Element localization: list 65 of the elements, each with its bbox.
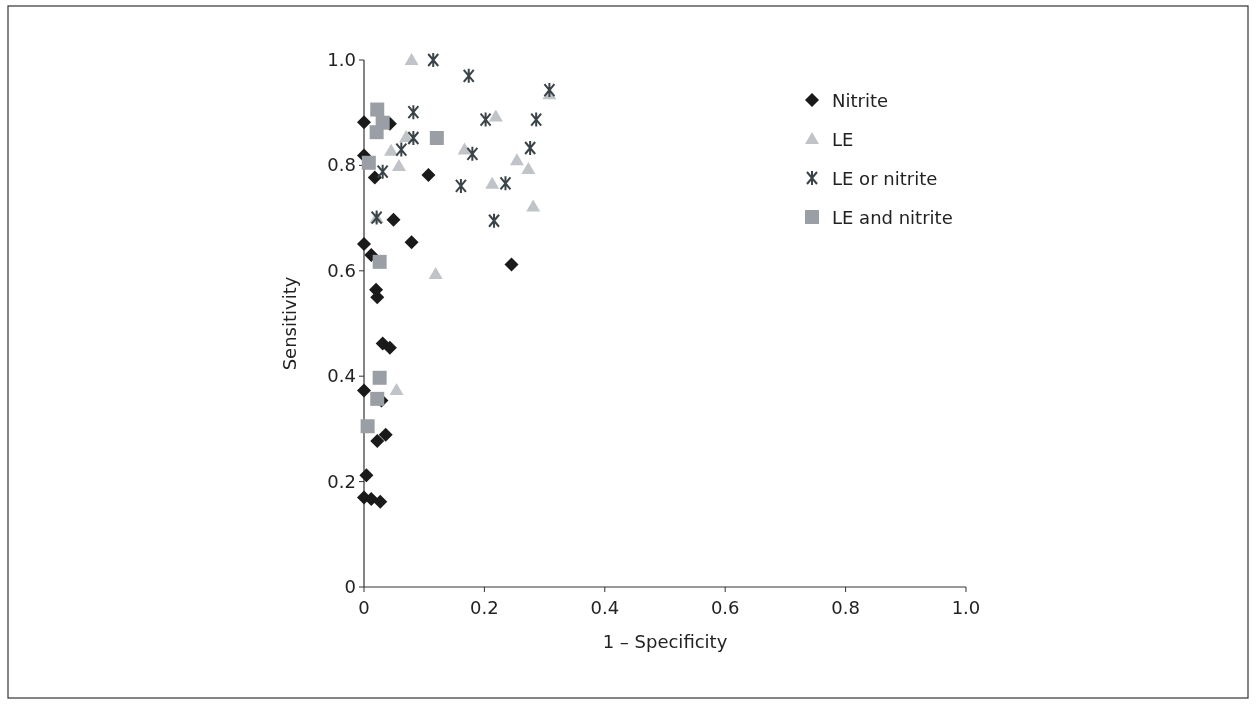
point (488, 212, 501, 229)
y-tick-label: 0.8 (327, 154, 356, 176)
x-tick-label: 0 (358, 597, 370, 618)
point (378, 427, 393, 442)
point (499, 175, 512, 192)
x-tick-label: 0.4 (590, 597, 620, 618)
point (504, 257, 519, 272)
legend-label: LE (832, 129, 854, 150)
point (543, 82, 556, 99)
point (427, 52, 440, 68)
point (367, 170, 382, 185)
x-tick-label: 0.8 (831, 597, 860, 618)
point (391, 158, 406, 171)
y-tick-label: 0.2 (327, 470, 356, 492)
point (407, 130, 420, 146)
point (521, 162, 536, 175)
point (359, 468, 374, 483)
legend-label: LE and nitrite (832, 207, 953, 228)
point (509, 153, 524, 166)
point (399, 129, 414, 142)
point (526, 199, 541, 212)
point (395, 141, 408, 158)
legend-label: Nitrite (832, 90, 889, 111)
point (462, 67, 475, 84)
y-tick-label: 0.6 (327, 259, 356, 281)
point (370, 434, 385, 449)
point (404, 53, 419, 65)
y-axis-title: Sensitivity (279, 276, 300, 371)
point (530, 111, 543, 128)
point (485, 176, 500, 189)
y-tick-label: 1.0 (327, 49, 356, 70)
point (370, 102, 385, 117)
x-tick-label: 0.6 (710, 597, 740, 618)
point (386, 212, 401, 227)
point (488, 109, 503, 122)
x-tick-label: 1.0 (951, 597, 981, 618)
point (373, 494, 388, 509)
point (457, 142, 472, 155)
point (357, 115, 371, 130)
point (361, 155, 376, 170)
y-tick-label: 0 (344, 576, 356, 597)
point (479, 111, 492, 128)
point (372, 370, 387, 385)
point (407, 104, 420, 121)
point (357, 383, 371, 398)
point (389, 382, 404, 395)
y-tick-label: 0.4 (327, 365, 356, 387)
point (372, 254, 387, 269)
point (429, 131, 444, 145)
point (376, 163, 389, 180)
point (369, 125, 384, 140)
point (428, 266, 443, 279)
x-axis-title: 1 – Specificity (602, 631, 728, 652)
point (360, 419, 375, 434)
point (454, 177, 467, 194)
point (404, 235, 419, 250)
point (524, 140, 537, 157)
x-tick-label: 0.2 (470, 597, 499, 618)
point (370, 391, 385, 406)
point (357, 236, 371, 251)
point (384, 143, 399, 156)
point (382, 340, 397, 355)
legend-label: LE or nitrite (832, 168, 938, 189)
point (421, 167, 436, 182)
point (466, 145, 479, 162)
